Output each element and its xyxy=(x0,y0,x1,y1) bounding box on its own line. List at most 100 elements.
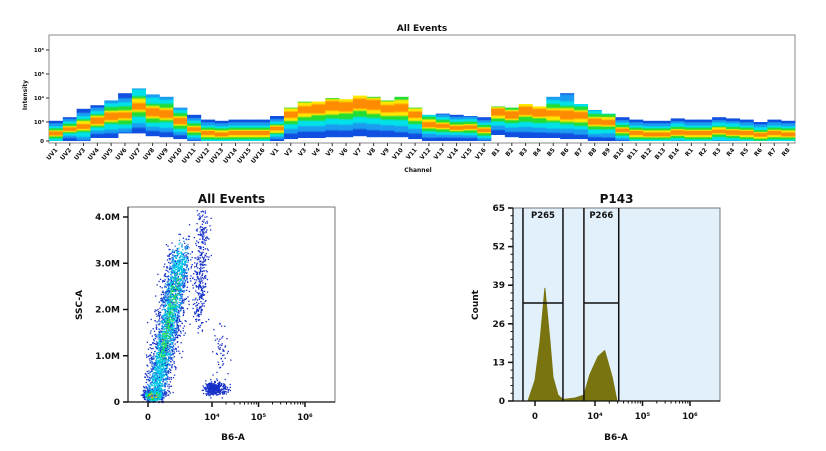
scatter-point xyxy=(161,395,163,397)
scatter-point xyxy=(170,341,172,344)
scatter-point xyxy=(196,263,198,265)
scatter-point xyxy=(186,264,188,266)
scatter-point xyxy=(182,257,184,259)
scatter-point xyxy=(164,311,166,314)
scatter-point xyxy=(173,356,175,358)
scatter-point xyxy=(181,243,183,245)
scatter-point xyxy=(172,287,175,290)
scatter-point xyxy=(177,279,179,282)
scatter-point xyxy=(162,355,164,358)
scatter-point xyxy=(210,217,212,219)
scatter-point xyxy=(171,366,173,369)
spectrum-column-R4 xyxy=(725,118,740,141)
channel-label: B1 xyxy=(491,147,502,158)
scatter-point xyxy=(171,331,173,333)
scatter-point xyxy=(185,269,187,271)
scatter-point xyxy=(178,267,180,269)
scatter-point xyxy=(172,391,174,394)
scatter-point xyxy=(205,299,207,302)
scatter-point xyxy=(177,325,180,327)
scatter-point xyxy=(168,253,171,255)
scatter-point xyxy=(146,390,148,392)
scatter-point xyxy=(173,315,175,318)
scatter-point xyxy=(179,261,181,263)
scatter-point xyxy=(181,259,184,261)
scatter-point xyxy=(176,296,178,298)
channel-label: V2 xyxy=(283,147,294,158)
scatter-point xyxy=(160,353,162,355)
scatter-point xyxy=(166,325,168,327)
scatter-point xyxy=(167,306,169,308)
scatter-point xyxy=(167,282,169,284)
scatter-point xyxy=(178,288,180,291)
spectrum-column-V10 xyxy=(394,96,409,138)
scatter-point xyxy=(169,299,172,301)
scatter-point xyxy=(202,322,204,324)
scatter-point xyxy=(181,322,183,325)
scatter-point xyxy=(195,318,197,321)
scatter-point xyxy=(182,256,184,258)
scatter-point xyxy=(198,281,200,283)
scatter-point xyxy=(184,280,187,282)
scatter-point xyxy=(175,367,177,369)
scatter-point xyxy=(171,332,173,334)
scatter-point xyxy=(166,367,169,369)
spectrum-column-UV16 xyxy=(256,119,271,141)
scatter-point xyxy=(184,255,186,257)
scatter-point xyxy=(153,375,155,377)
scatter-point xyxy=(174,288,176,290)
scatter-point xyxy=(155,372,157,374)
scatter-point xyxy=(151,389,154,392)
scatter-point xyxy=(196,299,198,301)
scatter-point xyxy=(201,274,203,276)
scatter-point xyxy=(188,303,190,306)
scatter-point xyxy=(164,349,166,351)
scatter-point xyxy=(168,310,170,312)
scatter-point xyxy=(162,366,165,368)
scatter-point xyxy=(166,259,169,261)
scatter-point xyxy=(168,309,170,311)
scatter-point xyxy=(175,280,177,283)
scatter-point xyxy=(198,246,200,248)
scatter-point xyxy=(170,335,173,337)
scatter-point xyxy=(164,383,167,385)
scatter-point xyxy=(169,262,172,264)
scatter-point xyxy=(166,349,168,351)
scatter-point xyxy=(171,257,173,259)
scatter-point xyxy=(198,298,200,301)
scatter-point xyxy=(202,251,204,253)
scatter-point xyxy=(170,285,172,287)
scatter-point xyxy=(185,254,187,256)
scatter-point xyxy=(194,282,196,284)
scatter-point xyxy=(157,375,159,377)
scatter-point xyxy=(172,251,174,253)
scatter-point xyxy=(160,362,162,364)
scatter-point xyxy=(171,290,173,292)
scatter-point xyxy=(160,365,162,368)
scatter-point xyxy=(170,378,172,380)
scatter-point xyxy=(197,278,199,280)
scatter-point xyxy=(147,391,149,393)
spectrum-column-B5 xyxy=(546,96,561,138)
scatter-point xyxy=(151,395,154,398)
scatter-point xyxy=(171,271,173,273)
scatter-point xyxy=(158,340,160,343)
scatter-point xyxy=(176,286,178,288)
scatter-point xyxy=(171,293,173,296)
scatter-point xyxy=(169,290,171,292)
scatter-point xyxy=(196,259,199,261)
scatter-point xyxy=(168,316,171,318)
scatter-point xyxy=(159,351,161,353)
scatter-point xyxy=(169,346,171,348)
scatter-point xyxy=(169,368,171,371)
scatter-point xyxy=(164,275,166,277)
scatter-point xyxy=(172,264,174,266)
scatter-point xyxy=(171,242,173,244)
scatter-point xyxy=(197,257,199,259)
scatter-point xyxy=(187,235,190,237)
scatter-point xyxy=(150,330,152,332)
scatter-point xyxy=(145,395,147,398)
scatter-point xyxy=(177,326,180,328)
scatter-point xyxy=(166,319,168,321)
scatter-point xyxy=(180,294,182,296)
